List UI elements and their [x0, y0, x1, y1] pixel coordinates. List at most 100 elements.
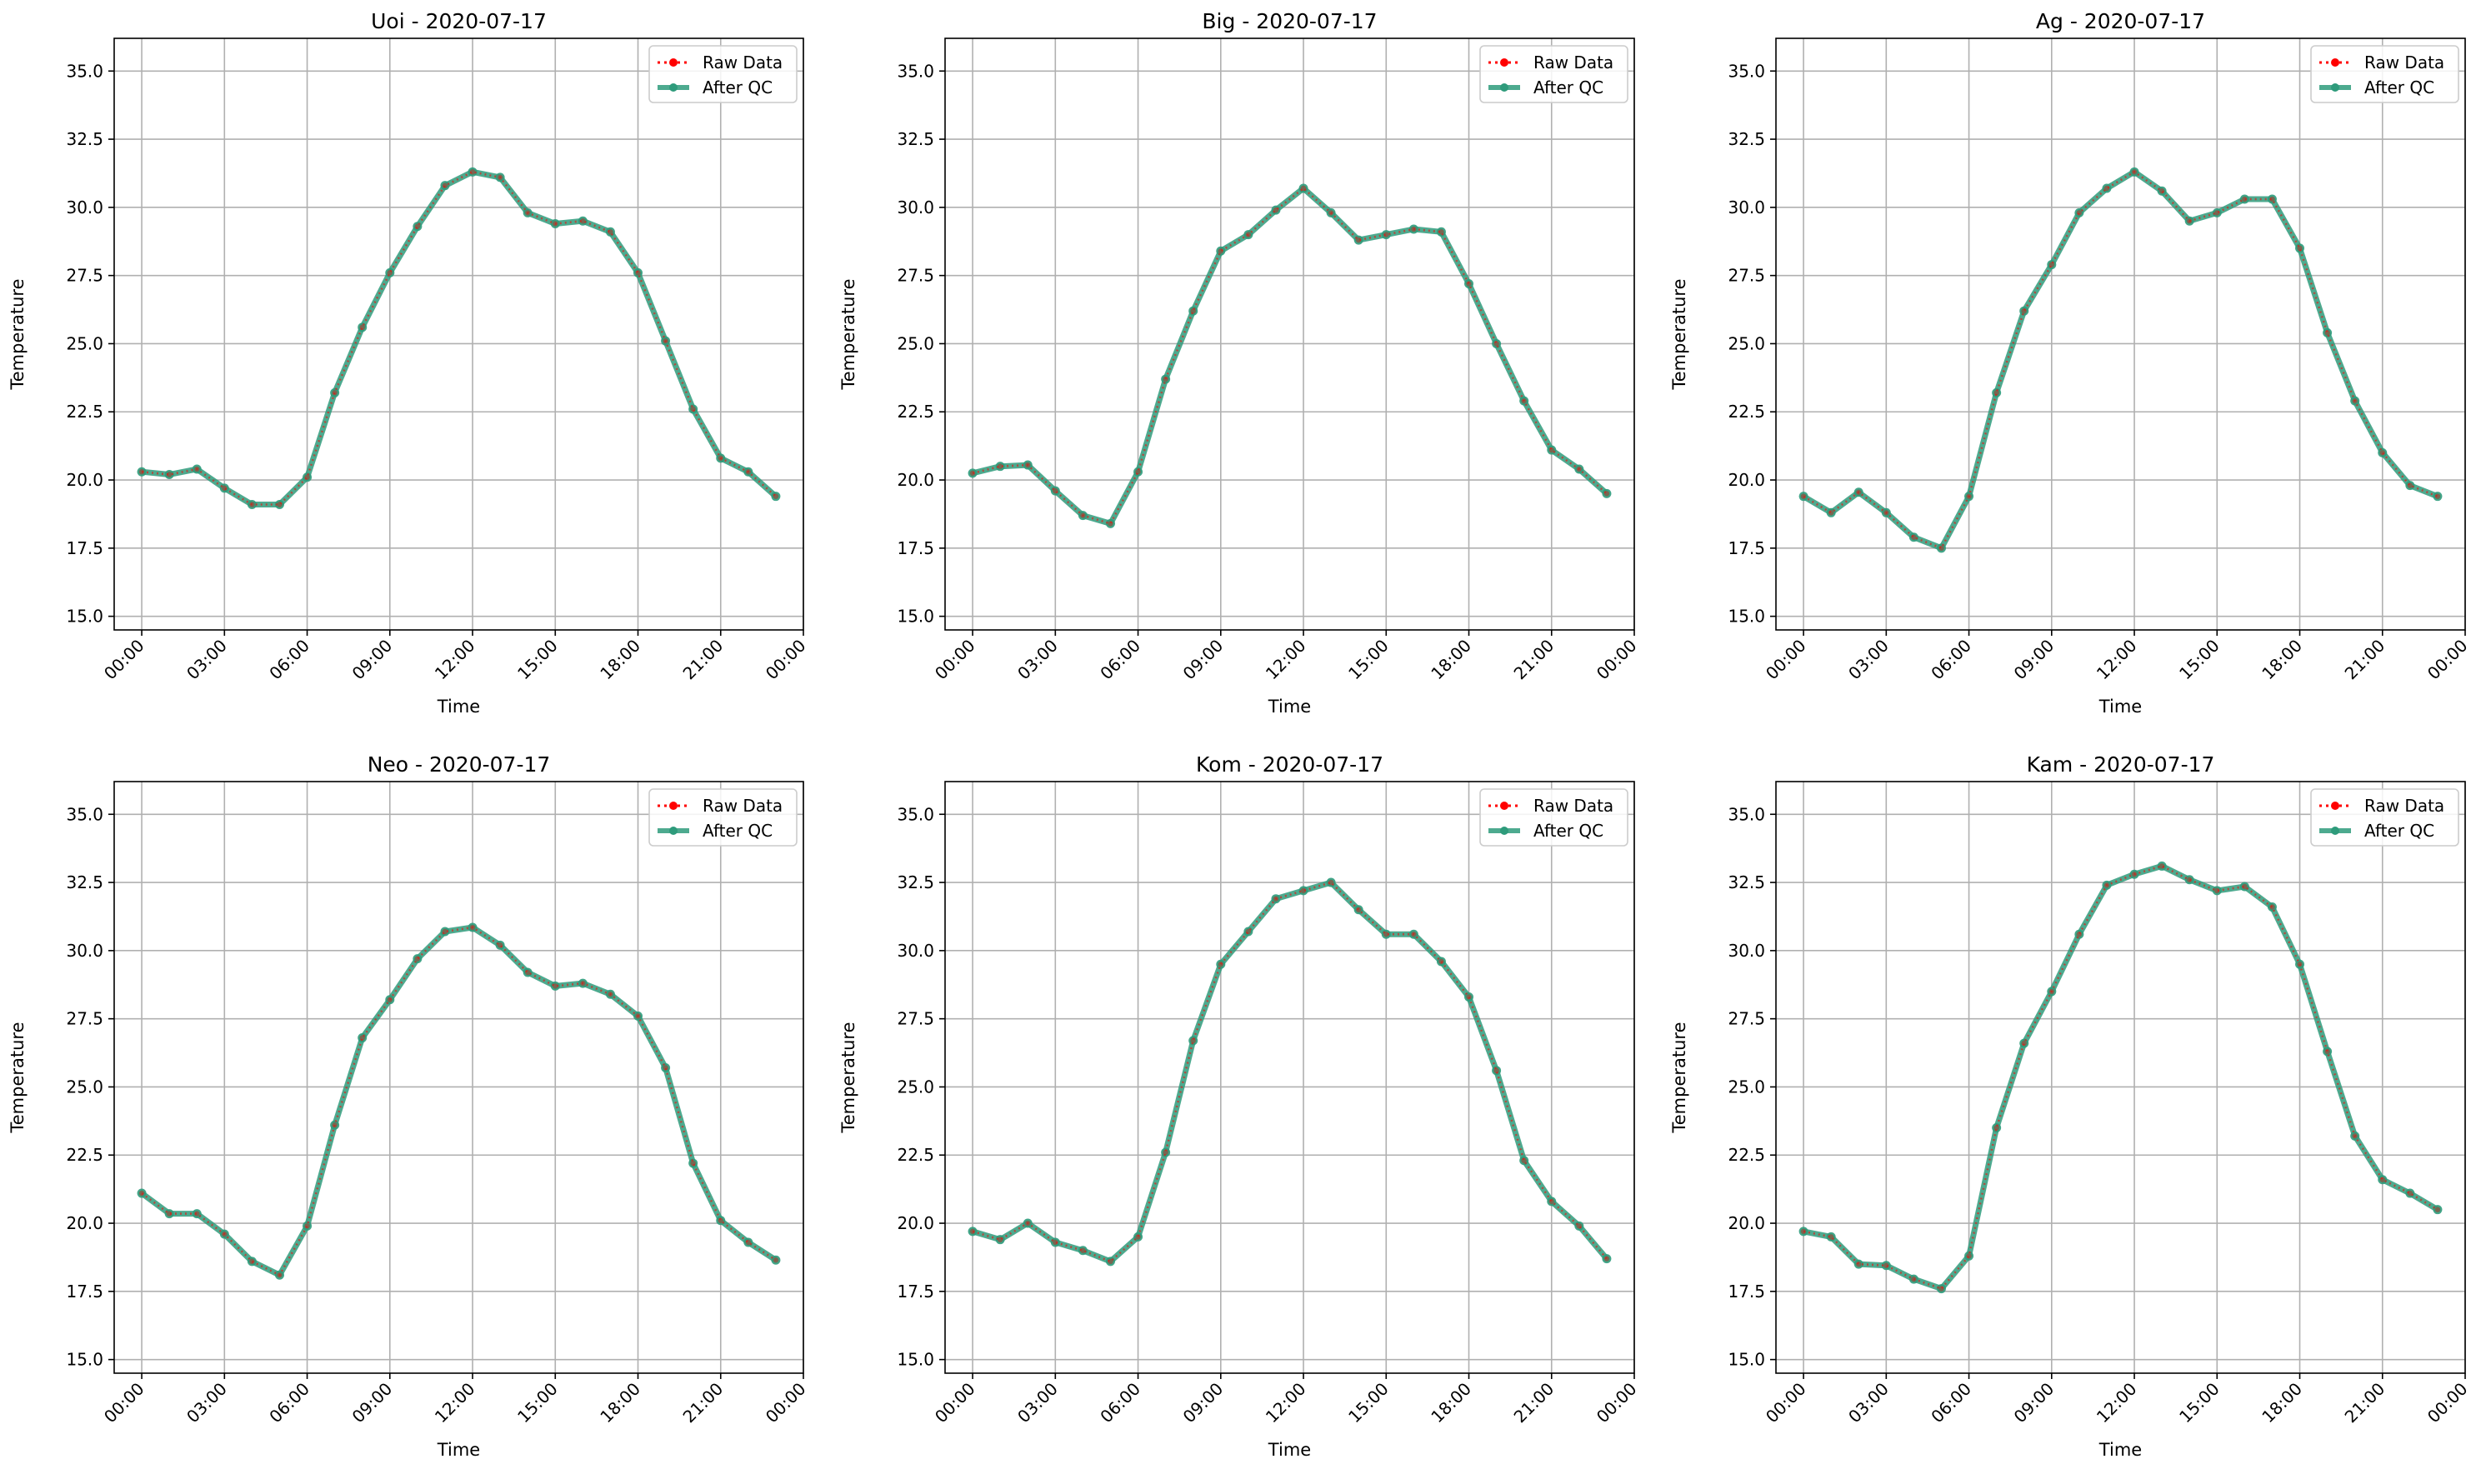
- y-tick-label: 30.0: [66, 941, 103, 961]
- y-tick-label: 15.0: [897, 1350, 934, 1370]
- raw-data-point: [663, 1065, 668, 1071]
- after-qc-point: [164, 470, 174, 480]
- x-tick-label: 18:00: [1427, 636, 1475, 684]
- x-tick-label: 03:00: [1844, 1379, 1893, 1427]
- axes-frame: [944, 37, 1635, 631]
- raw-data-point: [469, 169, 476, 175]
- after-qc-point: [2212, 207, 2222, 217]
- raw-data-point: [1053, 1239, 1058, 1246]
- after-qc-point: [1464, 278, 1474, 288]
- legend: Raw Data After QC: [2310, 45, 2459, 103]
- raw-data-point: [2407, 1190, 2413, 1197]
- legend-label-qc: After QC: [1533, 821, 1603, 841]
- raw-data-point: [332, 1122, 338, 1128]
- after-qc-point: [1436, 957, 1446, 967]
- raw-data-point: [442, 928, 448, 935]
- subplot: 15.0 17.5 20.0 22.5 25.0 27.5 30.0 32.5 35.0 00:0…: [838, 9, 1641, 717]
- raw-data-point: [1548, 447, 1554, 453]
- legend-marker-qc: [669, 83, 678, 92]
- legend-marker-raw: [669, 802, 678, 810]
- raw-data-point: [249, 502, 255, 507]
- raw-data-point: [1025, 462, 1031, 468]
- x-tick-label: 12:00: [431, 1379, 479, 1427]
- raw-data-point: [1828, 1234, 1834, 1240]
- y-tick-label: 32.5: [66, 872, 103, 892]
- after-qc-point: [2157, 861, 2167, 871]
- raw-data-point: [1548, 1198, 1554, 1205]
- x-tick-label: 21:00: [1510, 1379, 1558, 1427]
- chart-title: Big - 2020-07-17: [1202, 9, 1377, 33]
- legend-label-raw: Raw Data: [2364, 796, 2444, 816]
- y-tick-label: 32.5: [1728, 129, 1765, 149]
- after-qc-point: [2405, 481, 2415, 491]
- raw-data-point: [387, 997, 393, 1002]
- after-qc-point: [1964, 1251, 1974, 1261]
- after-qc-point: [1992, 387, 2002, 397]
- after-qc-point: [1464, 992, 1474, 1002]
- after-qc-point: [968, 1227, 978, 1237]
- raw-data-point: [2187, 877, 2193, 882]
- x-tick-label: 00:00: [2423, 636, 2472, 684]
- raw-data-point: [1856, 1261, 1862, 1267]
- y-tick-label: 25.0: [1728, 333, 1765, 353]
- raw-data-point: [1383, 932, 1389, 937]
- x-tick-label: 12:00: [2093, 1379, 2141, 1427]
- y-tick-label: 20.0: [897, 470, 934, 490]
- raw-data-point: [1273, 896, 1279, 902]
- after-qc-point: [303, 472, 313, 482]
- x-tick-label: 15:00: [1344, 636, 1393, 684]
- axes-frame: [1775, 781, 2466, 1374]
- plot-area: [945, 782, 1634, 1373]
- after-qc-point: [968, 468, 978, 478]
- raw-data-line: [141, 170, 777, 506]
- after-qc-point: [137, 1188, 147, 1198]
- after-qc-point: [1798, 492, 1808, 502]
- x-tick-label: 15:00: [513, 636, 562, 684]
- raw-data-point: [1603, 491, 1610, 497]
- legend-label-raw: Raw Data: [703, 796, 783, 816]
- raw-data-point: [1135, 1234, 1141, 1240]
- y-tick-label: 30.0: [897, 941, 934, 961]
- raw-data-point: [2242, 883, 2248, 890]
- raw-data-point: [1438, 958, 1444, 965]
- raw-data-point: [1438, 229, 1444, 235]
- x-tick-label: 09:00: [2010, 1379, 2058, 1427]
- y-tick-label: 35.0: [66, 804, 103, 824]
- plot-area: [1776, 38, 2465, 630]
- raw-data-point: [166, 1211, 173, 1217]
- raw-data-point: [359, 324, 365, 331]
- raw-data-point: [2434, 1207, 2441, 1212]
- legend-marker-raw: [2331, 802, 2339, 810]
- y-tick-label: 22.5: [897, 402, 934, 422]
- raw-data-line: [972, 187, 1608, 525]
- raw-data-point: [2187, 218, 2193, 224]
- raw-data-point: [1245, 232, 1252, 237]
- raw-data-point: [1080, 512, 1086, 518]
- raw-data-point: [1603, 1256, 1610, 1262]
- raw-data-point: [1245, 928, 1252, 935]
- y-tick-label: 32.5: [1728, 872, 1765, 892]
- raw-data-point: [663, 337, 668, 344]
- raw-data-point: [2048, 988, 2054, 995]
- legend-label-qc: After QC: [1533, 77, 1603, 97]
- raw-data-point: [1135, 469, 1141, 475]
- x-tick-label: 09:00: [1179, 636, 1228, 684]
- raw-data-point: [608, 992, 613, 997]
- chart-title: Neo - 2020-07-17: [368, 752, 551, 777]
- x-axis-label: Time: [437, 697, 480, 717]
- x-tick-label: 21:00: [2341, 1379, 2389, 1427]
- x-tick-label: 00:00: [762, 1379, 810, 1427]
- raw-data-point: [497, 942, 503, 948]
- legend: Raw Data After QC: [2310, 788, 2459, 847]
- after-qc-point: [771, 492, 781, 502]
- after-qc-point: [1381, 230, 1391, 240]
- raw-data-point: [2021, 1040, 2027, 1047]
- raw-data-point: [1938, 545, 1944, 552]
- y-tick-label: 20.0: [1728, 1213, 1765, 1233]
- after-qc-point: [1161, 1147, 1171, 1157]
- legend-label-raw: Raw Data: [1533, 796, 1613, 816]
- raw-data-point: [2131, 169, 2138, 175]
- raw-data-point: [1218, 962, 1224, 967]
- legend-label-raw: Raw Data: [1533, 52, 1613, 72]
- raw-data-point: [635, 270, 641, 276]
